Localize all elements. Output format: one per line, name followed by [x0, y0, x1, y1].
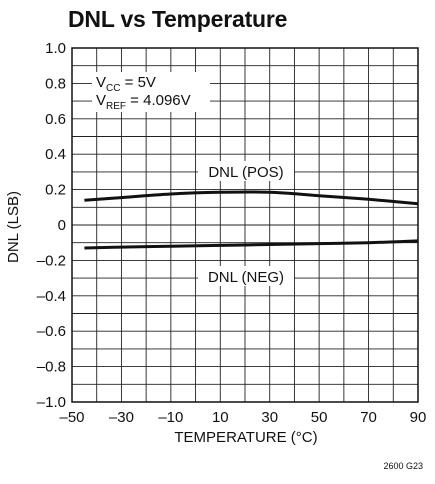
y-tick-label: –0.4 — [37, 288, 66, 305]
vref-annotation: VREF = 4.096V — [96, 92, 191, 112]
figure-code: 2600 G23 — [383, 461, 423, 471]
y-axis-label: DNL (LSB) — [5, 191, 22, 263]
y-tick-label: –0.6 — [37, 323, 66, 340]
series-label-dnl-pos: DNL (POS) — [208, 164, 283, 181]
y-tick-label: 0 — [58, 217, 66, 234]
x-tick-label: 50 — [311, 409, 328, 426]
tick-labels: 1.0 0.8 0.6 0.4 0.2 0 –0.2 –0.4 –0.6 –0.8 –1.0–50 –… — [37, 40, 427, 426]
y-tick-label: 1.0 — [45, 40, 66, 57]
vcc-annotation: VCC = 5V — [96, 74, 156, 94]
y-tick-label: 0.8 — [45, 75, 66, 92]
series-layer — [84, 190, 419, 250]
y-tick-label: –1.0 — [37, 394, 66, 411]
neg-label-bg — [198, 266, 294, 286]
y-tick-label: –0.8 — [37, 359, 66, 376]
pos-label-bg — [198, 161, 294, 181]
series-line-dnl-pos — [84, 190, 419, 206]
series-line-dnl-neg — [84, 239, 419, 250]
y-tick-label: –0.2 — [37, 252, 66, 269]
x-axis-label: TEMPERATURE (°C) — [174, 429, 317, 446]
chart-title: DNL vs Temperature — [68, 6, 288, 32]
y-tick-label: 0.4 — [45, 146, 66, 163]
conditions-box — [92, 72, 210, 112]
x-tick-label: 90 — [410, 409, 427, 426]
y-tick-label: 0.2 — [45, 182, 66, 199]
plot-frame — [71, 47, 419, 403]
x-tick-label: –30 — [109, 409, 134, 426]
series-label-dnl-neg: DNL (NEG) — [208, 269, 284, 286]
y-tick-label: 0.6 — [45, 111, 66, 128]
x-tick-label: 10 — [212, 409, 229, 426]
x-tick-label: –10 — [158, 409, 183, 426]
x-tick-label: 30 — [261, 409, 278, 426]
x-tick-label: 70 — [360, 409, 377, 426]
x-tick-label: –50 — [59, 409, 84, 426]
